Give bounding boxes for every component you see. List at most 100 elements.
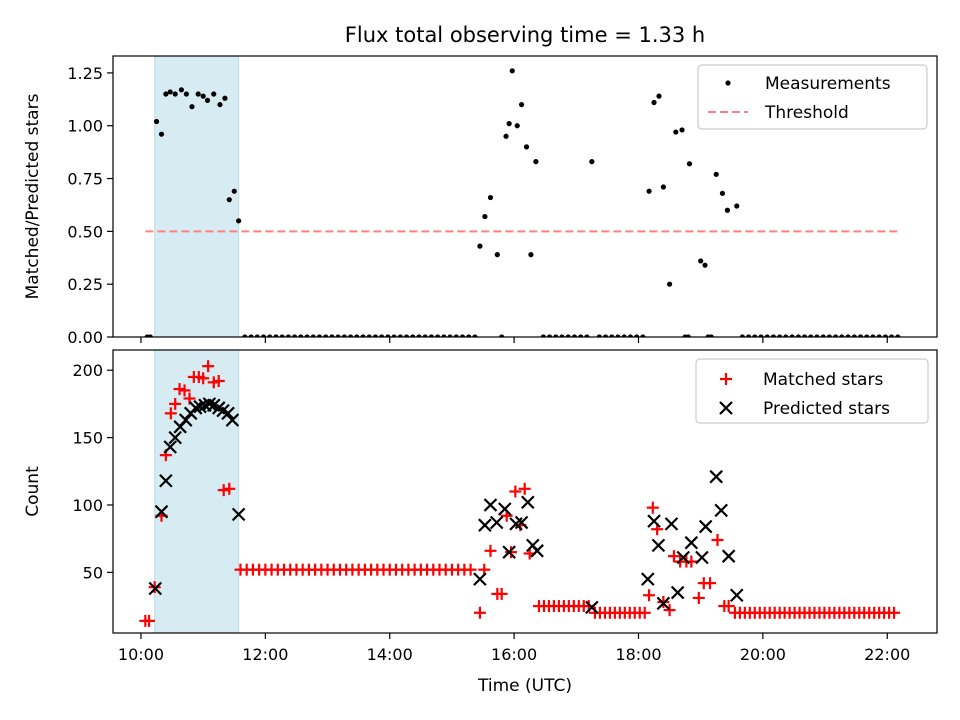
measurement-point [360, 334, 366, 337]
measurement-point [254, 334, 260, 337]
predicted-marker [148, 581, 163, 596]
measurement-point [477, 243, 483, 249]
predicted-marker [651, 538, 666, 553]
measurement-point [316, 334, 323, 337]
predicted-marker [585, 600, 599, 615]
measurement-point [506, 121, 512, 127]
measurement-point [876, 334, 882, 337]
measurement-point [153, 118, 160, 125]
measurement-point [702, 262, 708, 268]
predicted-marker [521, 495, 535, 510]
matched-marker [509, 485, 522, 498]
x-tick-label: 12:00 [242, 645, 288, 664]
legend: Matched stars Predicted stars [695, 358, 929, 424]
measurement-point [833, 334, 839, 337]
measurement-point [279, 334, 285, 337]
measurement-point [589, 159, 595, 165]
measurement-point [540, 334, 546, 337]
measurement-point [770, 334, 777, 337]
measurement-point [734, 203, 740, 209]
measurement-point [285, 334, 291, 337]
y-tick-label: 0.75 [67, 170, 103, 189]
measurement-point [627, 334, 634, 337]
axes-frame [112, 55, 938, 338]
predicted-marker [698, 519, 713, 534]
measurement-point [609, 334, 615, 337]
x-tick-label: 18:00 [615, 645, 661, 664]
measurement-point [195, 91, 201, 97]
measurement-point [158, 131, 165, 137]
measurement-point [578, 334, 584, 337]
measurement-point [857, 334, 864, 337]
measurement-point [391, 334, 397, 337]
predicted-marker [664, 517, 679, 531]
measurement-point [724, 207, 731, 213]
top-panel: 0.00 0.25 0.50 0.75 1.00 1.25 Matched/Predicte… [23, 55, 938, 347]
measurement-point [795, 334, 801, 337]
legend: Measurements Threshold [697, 64, 928, 130]
x-tick-label: 10:00 [118, 645, 164, 664]
measurement-point [789, 334, 795, 337]
matched-marker [646, 501, 659, 514]
measurement-point [673, 129, 679, 135]
matched-marker [217, 484, 230, 497]
y-axis-label: Matched/Predicted stars [23, 93, 43, 299]
measurement-point [410, 334, 416, 337]
predicted-marker [188, 401, 203, 415]
measurement-point [379, 334, 385, 337]
predicted-marker [498, 502, 512, 516]
measurement-point [713, 171, 719, 177]
predicted-marker [231, 507, 246, 522]
matched-marker [704, 577, 717, 590]
measurement-point [615, 334, 621, 337]
measurement-point [523, 144, 530, 150]
measurement-point [323, 334, 329, 337]
measurement-point [553, 334, 559, 337]
x-axis-label: Time (UTC) [477, 676, 572, 696]
measurement-point [514, 123, 520, 129]
predicted-marker [719, 401, 733, 415]
measurement-point [656, 93, 662, 99]
measurement-point [482, 213, 488, 220]
measurement-point [777, 334, 783, 337]
measurement-point [236, 218, 242, 224]
measurement-point [147, 334, 153, 337]
measurement-point [739, 334, 745, 337]
measurement-point [685, 334, 691, 337]
predicted-marker [221, 406, 235, 421]
measurement-point [845, 334, 851, 337]
measurement-point [347, 334, 354, 337]
x-tick-label: 16:00 [491, 645, 537, 664]
matched-marker [663, 604, 676, 617]
predicted-marker [483, 498, 498, 512]
matched-marker [638, 606, 651, 619]
measurement-point [200, 93, 206, 99]
y-tick-label: 0.50 [67, 222, 103, 241]
matched-marker [197, 372, 210, 385]
measurement-point [231, 188, 237, 194]
predicted-marker [154, 504, 169, 519]
measurement-point [565, 334, 571, 337]
predicted-marker [193, 399, 207, 414]
measurement-point [466, 334, 472, 337]
measurement-point [341, 334, 347, 337]
legend-matched-label: Matched stars [763, 370, 883, 390]
predicted-marker [670, 585, 685, 600]
measurement-point [163, 91, 169, 97]
measurement-point [304, 334, 310, 337]
measurement-point [472, 334, 478, 337]
measurement-point [248, 334, 254, 337]
measurement-point [808, 334, 814, 337]
measurement-point [533, 159, 539, 165]
measurement-point [621, 334, 627, 337]
measurement-point [183, 91, 189, 97]
measurement-point [385, 334, 391, 337]
measurement-point [260, 334, 267, 337]
predicted-marker [473, 572, 487, 586]
y-axis-label: Count [23, 466, 43, 517]
x-tick-label: 20:00 [740, 645, 786, 664]
matched-marker [143, 614, 156, 627]
matched-marker [178, 384, 191, 397]
predicted-marker [159, 473, 173, 488]
measurement-point [889, 334, 895, 337]
